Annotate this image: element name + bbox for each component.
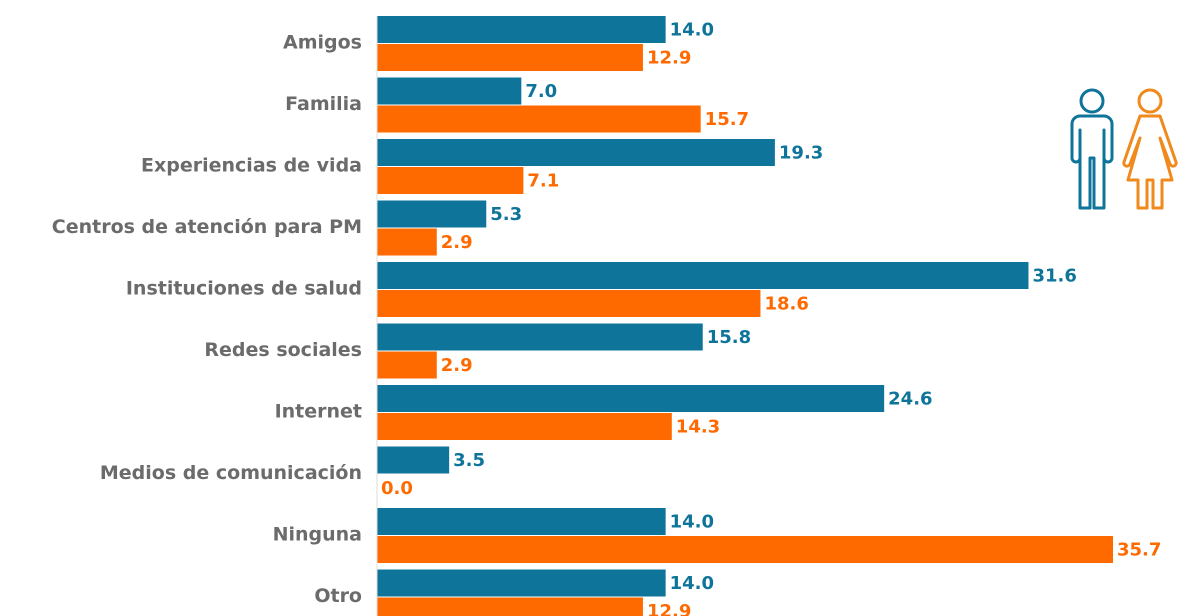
value-label: 24.6 <box>888 389 932 410</box>
category-label: Instituciones de salud <box>126 278 362 300</box>
value-label: 14.0 <box>670 573 714 594</box>
bar <box>377 105 701 133</box>
category-label: Otro <box>314 585 362 607</box>
value-label: 12.9 <box>647 48 691 69</box>
bar <box>377 77 522 105</box>
category-label: Ninguna <box>273 524 362 546</box>
value-label: 18.6 <box>764 294 808 315</box>
bar <box>377 139 775 166</box>
bar <box>377 290 761 317</box>
bar <box>377 262 1029 289</box>
bar <box>377 446 450 474</box>
bar <box>377 597 643 616</box>
value-label: 14.0 <box>670 20 714 41</box>
value-label: 7.0 <box>525 81 557 102</box>
category-label: Medios de comunicación <box>100 462 362 484</box>
bar <box>377 351 437 379</box>
value-label: 15.7 <box>705 109 749 130</box>
value-label: 14.3 <box>676 417 720 438</box>
bar <box>377 385 885 412</box>
value-label: 31.6 <box>1032 266 1076 287</box>
value-label: 15.8 <box>707 327 751 348</box>
bar <box>377 536 1113 563</box>
value-label: 2.9 <box>441 355 473 376</box>
value-label: 0.0 <box>381 478 413 499</box>
category-label: Familia <box>285 93 362 115</box>
bar <box>377 167 524 194</box>
bar <box>377 413 672 440</box>
value-label: 3.5 <box>453 450 485 471</box>
category-label: Internet <box>275 401 362 423</box>
bar <box>377 44 643 71</box>
bar <box>377 228 437 256</box>
value-label: 35.7 <box>1117 540 1161 561</box>
category-label: Centros de atención para PM <box>52 216 362 238</box>
value-label: 12.9 <box>647 601 691 616</box>
bar <box>377 508 666 535</box>
bar <box>377 200 487 228</box>
bar <box>377 569 666 597</box>
value-label: 7.1 <box>527 171 559 192</box>
bar <box>377 16 666 43</box>
value-label: 14.0 <box>670 512 714 533</box>
category-label: Redes sociales <box>204 339 362 361</box>
value-label: 5.3 <box>490 204 522 225</box>
value-label: 19.3 <box>779 143 823 164</box>
value-label: 2.9 <box>441 232 473 253</box>
bar <box>377 323 703 351</box>
category-label: Experiencias de vida <box>141 155 362 177</box>
category-label: Amigos <box>283 32 362 54</box>
people-icon <box>1070 88 1178 210</box>
